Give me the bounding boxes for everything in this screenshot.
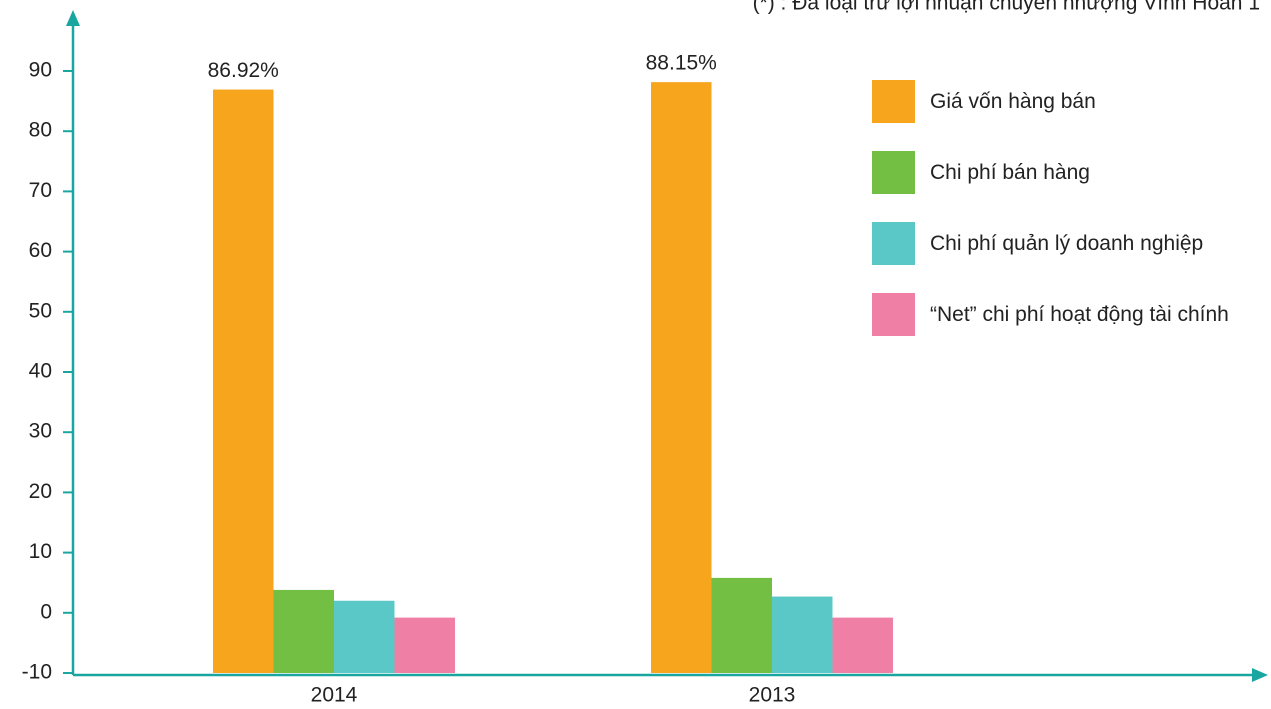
legend-swatch <box>872 151 915 194</box>
bar <box>394 617 455 673</box>
legend-label: Chi phí bán hàng <box>930 161 1090 184</box>
x-tick-label: 2014 <box>311 684 358 707</box>
y-tick-label: 80 <box>29 119 52 142</box>
legend-item: Chi phí bán hàng <box>872 151 1270 194</box>
legend-swatch <box>872 293 915 336</box>
data-label: 86.92% <box>208 59 279 82</box>
legend-item: “Net” chi phí hoạt động tài chính <box>872 293 1270 336</box>
x-tick-label: 2013 <box>749 684 796 707</box>
legend-label: Giá vốn hàng bán <box>930 90 1096 113</box>
y-tick-label: 20 <box>29 480 52 503</box>
bar <box>213 89 274 673</box>
y-tick-label: 40 <box>29 360 52 383</box>
legend-item: Chi phí quản lý doanh nghiệp <box>872 222 1270 265</box>
note: (*) : Đã loại trừ lợi nhuận chuyển nhượn… <box>753 0 1260 15</box>
y-tick-label: -10 <box>22 661 52 684</box>
y-tick-label: 90 <box>29 59 52 82</box>
bar <box>772 596 833 673</box>
y-axis-arrow <box>66 10 80 26</box>
y-tick-label: 50 <box>29 299 52 322</box>
x-axis-arrow <box>1252 668 1268 682</box>
legend-swatch <box>872 222 915 265</box>
legend-item: Giá vốn hàng bán <box>872 80 1270 123</box>
bar <box>711 577 772 673</box>
legend-swatch <box>872 80 915 123</box>
y-tick-label: 30 <box>29 420 52 443</box>
y-tick-label: 60 <box>29 239 52 262</box>
y-tick-label: 70 <box>29 179 52 202</box>
y-tick-label: 10 <box>29 540 52 563</box>
y-tick-label: 0 <box>40 600 52 623</box>
bar <box>334 600 395 673</box>
legend-label: “Net” chi phí hoạt động tài chính <box>930 303 1229 326</box>
bar <box>651 82 712 673</box>
bar <box>273 589 334 673</box>
data-label: 88.15% <box>646 52 717 75</box>
bar <box>832 617 893 673</box>
legend-label: Chi phí quản lý doanh nghiệp <box>930 232 1204 255</box>
